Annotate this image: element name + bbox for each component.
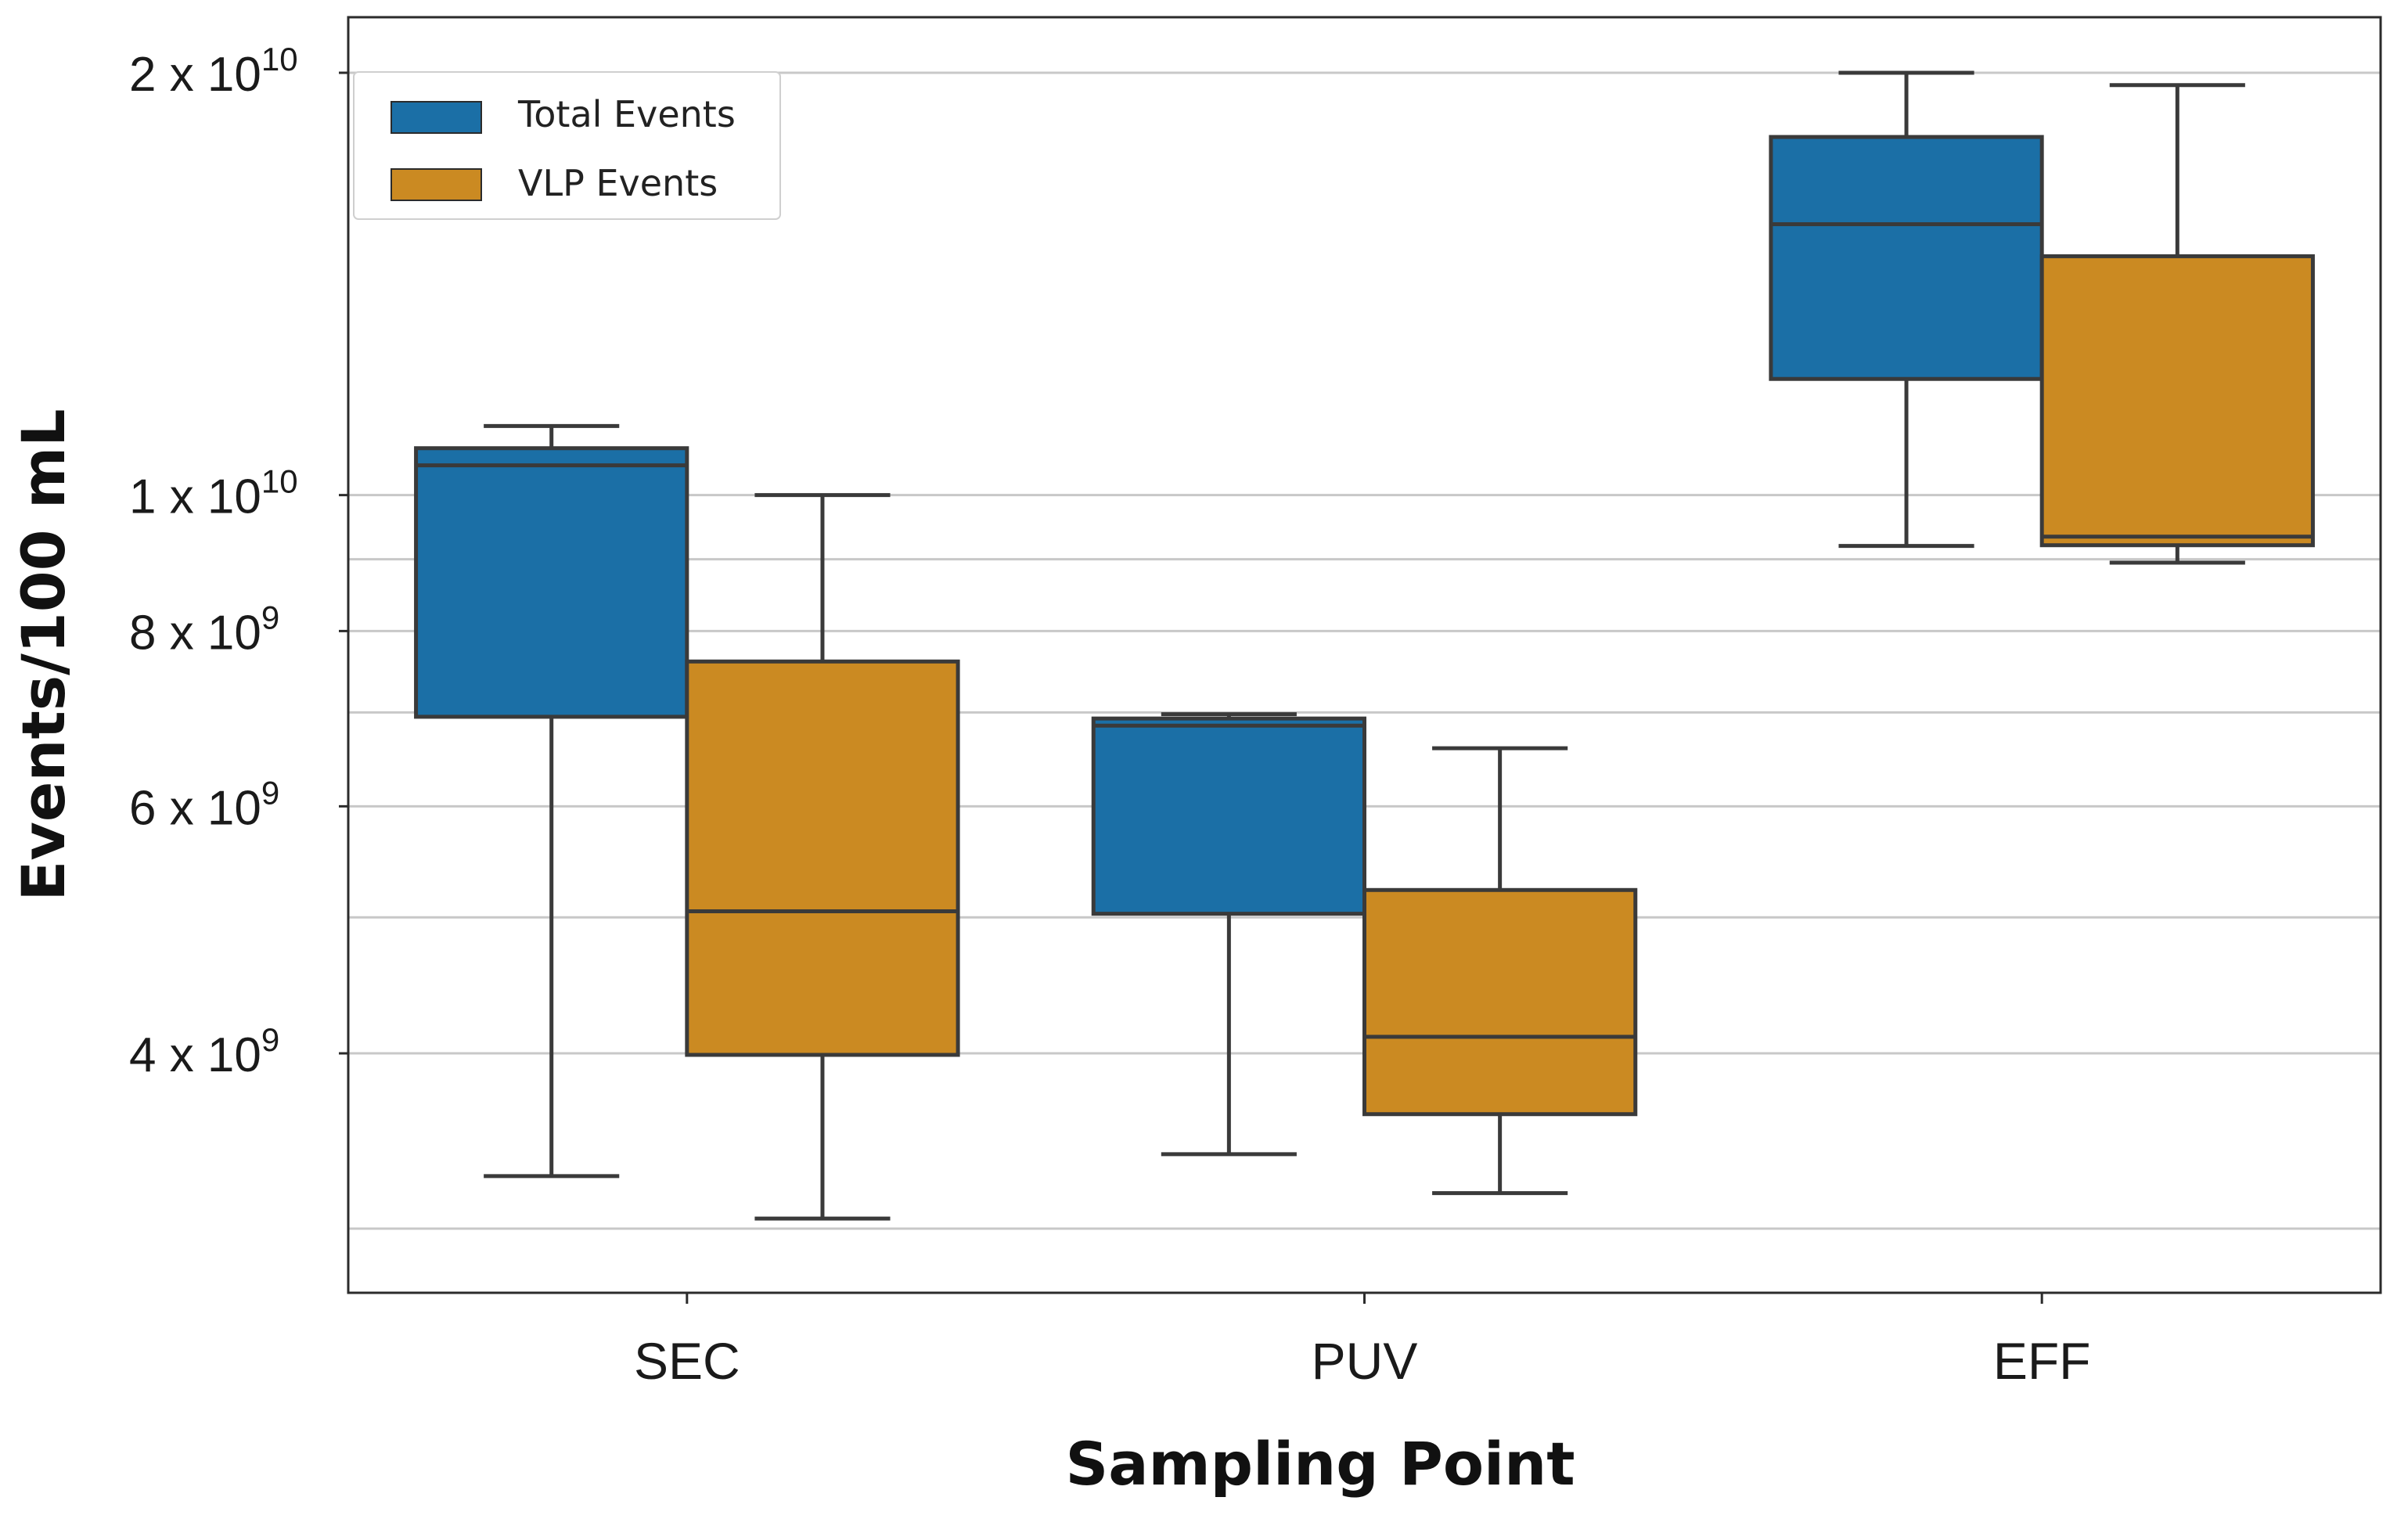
legend-label-total-events: Total Events [517,93,736,135]
box [1769,135,2044,381]
x-tick-label: PUV [1312,1332,1418,1390]
x-axis-title: Sampling Point [1065,1429,1575,1499]
legend-swatch-vlp-events [391,168,482,201]
y-tick-label: 6 x 109 [129,774,279,835]
y-axis-ticks: 2 x 1010 1 x 1010 8 x 109 6 x 109 4 x 109 [129,41,348,1082]
y-tick-label: 4 x 109 [129,1021,279,1082]
box [1091,716,1366,916]
legend-label-vlp-events: VLP Events [518,162,718,204]
legend: Total Events VLP Events [353,71,781,220]
legend-swatch-total-events [391,101,482,134]
box [2039,254,2315,548]
x-axis-ticks: SEC PUV EFF [634,1293,2091,1390]
y-axis-title: Events/100 mL [9,408,78,901]
y-tick-label: 1 x 1010 [129,463,298,524]
box [414,446,689,719]
y-tick-label: 2 x 1010 [129,41,298,102]
box [685,659,960,1057]
y-tick-label: 8 x 109 [129,599,279,660]
box [1362,887,1638,1117]
boxes [414,70,2315,1221]
x-tick-label: EFF [1993,1332,2091,1390]
x-tick-label: SEC [634,1332,740,1390]
